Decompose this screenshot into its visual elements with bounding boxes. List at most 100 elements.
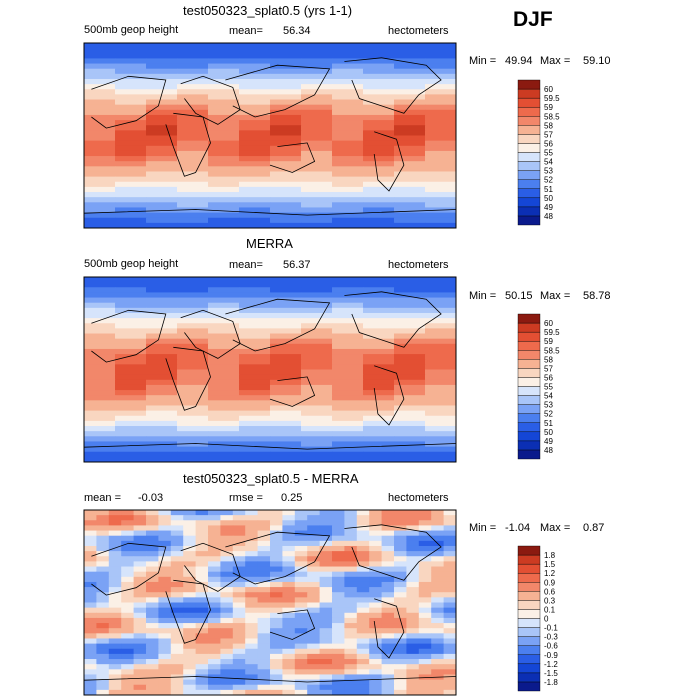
map-cell	[431, 576, 445, 583]
map-cell	[133, 530, 147, 537]
colorbar-swatch	[517, 331, 541, 342]
map-cell	[332, 156, 364, 162]
map-cell	[146, 287, 178, 293]
map-cell	[425, 302, 457, 309]
map-cell	[394, 451, 426, 458]
map-cell	[108, 515, 122, 521]
map-cell	[356, 545, 370, 552]
map-cell	[146, 114, 178, 121]
map-cell	[84, 431, 116, 437]
map-cell	[121, 612, 135, 619]
map-cell	[270, 648, 283, 655]
map-cell	[195, 628, 209, 634]
map-cell	[239, 94, 271, 101]
map-cell	[332, 530, 345, 537]
map-cell	[301, 120, 333, 126]
map-cell	[257, 653, 271, 660]
map-cell	[108, 576, 122, 583]
map-cell	[394, 520, 407, 526]
map-cell	[406, 587, 420, 593]
map-cell	[418, 530, 432, 537]
map-cell	[115, 374, 147, 381]
map-cell	[344, 653, 358, 660]
map-cell	[332, 612, 345, 619]
map-cell	[381, 520, 395, 526]
map-cell	[84, 364, 116, 370]
map-cell	[381, 551, 395, 557]
map-cell	[356, 597, 370, 603]
map-cell	[170, 520, 184, 526]
map-cell	[301, 150, 333, 157]
map-cell	[108, 535, 122, 542]
map-cell	[394, 638, 407, 645]
map-cell	[344, 669, 358, 675]
panel3-mean-value: -0.03	[138, 492, 164, 504]
map-cell	[294, 623, 308, 629]
map-cell	[332, 623, 345, 629]
map-cell	[96, 633, 110, 639]
map-cell	[239, 140, 271, 147]
map-cell	[394, 161, 426, 167]
map-cell	[245, 566, 259, 573]
map-cell	[115, 390, 147, 396]
map-cell	[245, 648, 259, 655]
map-cell	[425, 395, 457, 401]
map-cell	[96, 638, 110, 645]
map-cell	[146, 333, 178, 340]
map-cell	[115, 207, 147, 214]
map-cell	[394, 410, 426, 417]
map-cell	[177, 379, 209, 386]
map-cell	[282, 525, 296, 532]
map-cell	[158, 510, 172, 516]
map-cell	[239, 292, 271, 299]
panel2-units: hectometers	[388, 259, 449, 271]
map-cell	[443, 602, 457, 609]
colorbar-swatch	[517, 600, 541, 610]
map-cell	[363, 400, 395, 406]
map-cell	[425, 186, 457, 193]
map-cell	[381, 664, 395, 670]
map-cell	[425, 451, 457, 458]
map-cell	[332, 566, 345, 573]
map-cell	[332, 374, 364, 381]
map-cell	[394, 515, 407, 521]
map-cell	[146, 530, 159, 537]
map-cell	[270, 410, 302, 417]
map-cell	[369, 684, 383, 691]
map-cell	[146, 181, 178, 188]
map-cell	[84, 410, 116, 417]
map-cell	[133, 653, 147, 660]
map-cell	[133, 540, 147, 547]
map-cell	[84, 592, 97, 598]
map-cell	[406, 571, 420, 578]
map-cell	[177, 197, 209, 203]
map-cell	[332, 364, 364, 370]
map-cell	[270, 135, 302, 142]
map-cell	[183, 592, 197, 598]
map-cell	[146, 312, 178, 319]
map-cell	[195, 515, 209, 521]
map-cell	[332, 43, 364, 49]
map-cell	[443, 540, 457, 547]
map-cell	[332, 587, 345, 593]
map-cell	[208, 638, 221, 645]
map-cell	[208, 130, 240, 136]
map-cell	[158, 659, 172, 665]
map-cell	[146, 318, 178, 324]
map-cell	[195, 648, 209, 655]
map-cell	[245, 674, 259, 681]
map-cell	[406, 643, 420, 650]
map-cell	[363, 68, 395, 75]
map-cell	[394, 648, 407, 655]
map-cell	[270, 689, 283, 696]
map-cell	[270, 426, 302, 432]
map-cell	[84, 68, 116, 75]
map-cell	[270, 58, 302, 65]
map-cell	[158, 525, 172, 532]
map-cell	[418, 525, 432, 532]
map-cell	[394, 684, 407, 691]
map-cell	[344, 551, 358, 557]
map-cell	[344, 607, 358, 614]
map-cell	[425, 282, 457, 288]
